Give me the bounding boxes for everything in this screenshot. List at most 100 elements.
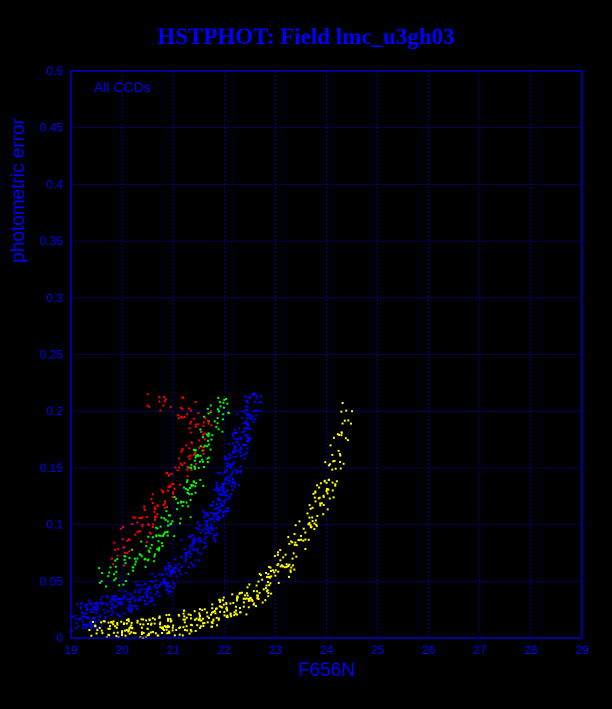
data-point	[219, 502, 222, 505]
data-point	[177, 417, 180, 420]
data-point	[146, 559, 149, 562]
data-point	[249, 413, 252, 416]
data-point	[314, 519, 317, 522]
data-point	[217, 428, 220, 431]
data-point	[180, 501, 183, 504]
data-point	[202, 509, 205, 512]
data-point	[189, 486, 192, 489]
data-point	[207, 515, 210, 518]
data-point	[110, 614, 113, 617]
data-point	[341, 422, 344, 425]
data-point	[232, 478, 235, 481]
data-point	[204, 416, 207, 419]
data-point	[81, 626, 84, 629]
data-point	[86, 607, 89, 610]
data-point	[181, 634, 184, 637]
data-point	[100, 629, 103, 632]
data-point	[201, 529, 204, 532]
data-point	[144, 592, 147, 595]
data-point	[139, 553, 142, 556]
data-point	[196, 624, 199, 627]
data-point	[171, 482, 174, 485]
data-point	[174, 571, 177, 574]
data-point	[166, 471, 169, 474]
data-point	[172, 581, 175, 584]
data-point	[242, 597, 245, 600]
data-point	[142, 631, 145, 634]
data-point	[165, 585, 168, 588]
data-point	[143, 508, 146, 511]
data-point	[192, 484, 195, 487]
data-point	[206, 457, 209, 460]
data-point	[97, 602, 100, 605]
data-point	[173, 487, 176, 490]
data-point	[194, 485, 197, 488]
data-point	[89, 610, 92, 613]
data-point	[203, 438, 206, 441]
data-point	[233, 468, 236, 471]
data-point	[136, 583, 139, 586]
data-point	[313, 528, 316, 531]
data-point	[226, 494, 229, 497]
data-point	[201, 609, 204, 612]
data-point	[236, 469, 239, 472]
data-point	[226, 402, 229, 405]
data-point	[259, 574, 262, 577]
data-point	[245, 613, 248, 616]
data-point	[147, 622, 150, 625]
data-point	[158, 396, 161, 399]
data-point	[240, 447, 243, 450]
data-point	[121, 630, 124, 633]
data-point	[193, 452, 196, 455]
data-point	[322, 513, 325, 516]
data-point	[79, 606, 82, 609]
data-point	[127, 618, 130, 621]
data-point	[156, 504, 159, 507]
data-point	[127, 607, 130, 610]
data-point	[253, 393, 256, 396]
data-point	[111, 603, 114, 606]
data-point	[232, 455, 235, 458]
data-point	[226, 468, 229, 471]
data-point	[92, 616, 95, 619]
data-point	[247, 606, 250, 609]
data-point	[114, 559, 117, 562]
grid-lines	[70, 70, 583, 639]
data-point	[170, 522, 173, 525]
data-point	[86, 623, 89, 626]
data-point	[170, 570, 173, 573]
data-point	[165, 583, 168, 586]
data-point	[334, 484, 337, 487]
data-point	[126, 552, 129, 555]
data-point	[216, 490, 219, 493]
data-point	[218, 517, 221, 520]
data-point	[256, 409, 259, 412]
data-point	[190, 468, 193, 471]
data-point	[151, 630, 154, 633]
data-point	[164, 518, 167, 521]
data-point	[127, 592, 130, 595]
data-point	[145, 587, 148, 590]
data-point	[157, 534, 160, 537]
data-point	[249, 416, 252, 419]
data-point	[317, 497, 320, 500]
data-point	[245, 421, 248, 424]
data-point	[231, 434, 234, 437]
data-point	[225, 398, 228, 401]
data-point	[326, 492, 329, 495]
data-point	[109, 607, 112, 610]
data-point	[206, 512, 209, 515]
data-point	[151, 536, 154, 539]
data-point	[232, 601, 235, 604]
data-point	[194, 559, 197, 562]
data-point	[261, 578, 264, 581]
data-point	[195, 425, 198, 428]
data-point	[245, 592, 248, 595]
data-point	[163, 500, 166, 503]
data-point	[134, 599, 137, 602]
data-point	[247, 413, 250, 416]
data-point	[151, 526, 154, 529]
data-point	[338, 433, 341, 436]
data-point	[84, 612, 87, 615]
data-point	[159, 409, 162, 412]
